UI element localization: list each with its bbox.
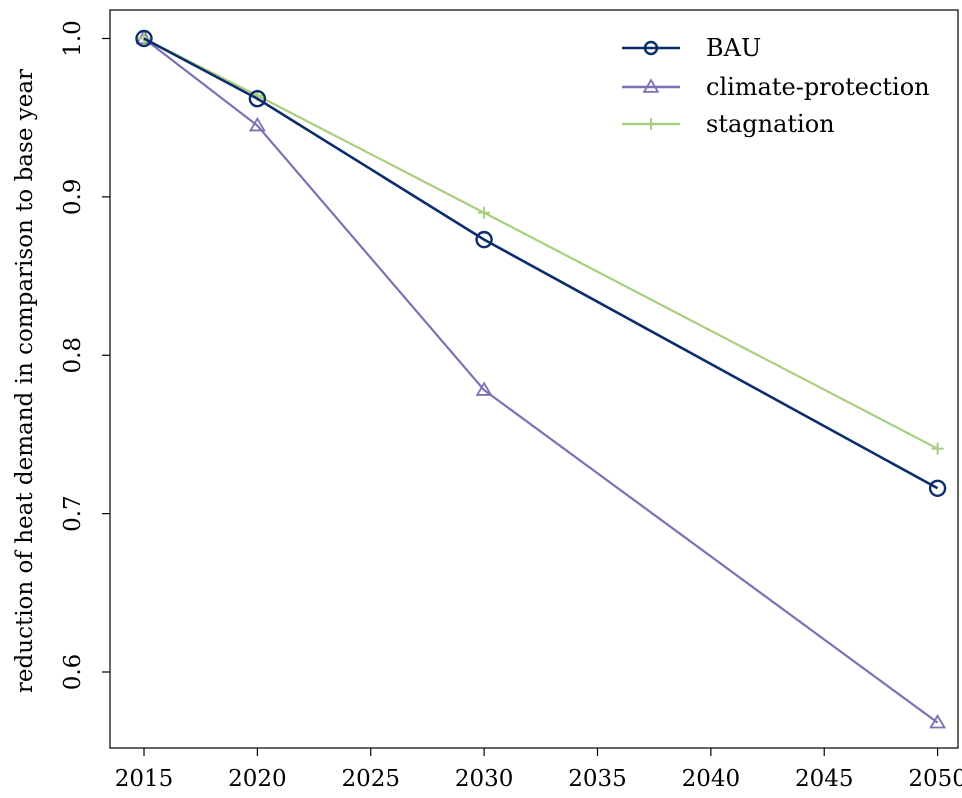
plot-frame [109, 9, 959, 749]
series-line-BAU [143, 37, 939, 490]
legend-label: climate-protection [706, 73, 930, 101]
x-tick-label: 2025 [341, 766, 400, 792]
legend-label: stagnation [706, 110, 835, 138]
data-point-BAU [475, 230, 493, 249]
y-tick-label: 0.6 [60, 654, 86, 691]
data-point-stagnation [931, 442, 944, 455]
series-climate-protection [135, 29, 947, 729]
data-point-BAU [248, 89, 267, 108]
x-tick-label: 2050 [908, 766, 962, 792]
legend-label: BAU [706, 34, 761, 62]
data-point-climate-protection [929, 713, 947, 729]
y-tick-label: 0.8 [60, 337, 86, 374]
legend-marker [642, 78, 660, 93]
y-tick-label: 1.0 [60, 20, 86, 57]
series-line-climate-protection [143, 37, 939, 724]
legend-marker [645, 118, 657, 130]
series-BAU [135, 29, 947, 497]
data-point-climate-protection [475, 381, 493, 396]
legend-marker [643, 40, 659, 56]
y-axis-title: reduction of heat demand in comparison t… [12, 69, 38, 693]
legend: BAU climate-protection stagnation [622, 34, 930, 138]
x-tick-label: 2030 [455, 766, 514, 792]
legend-item-stagnation: stagnation [622, 110, 835, 138]
x-tick-label: 2015 [115, 766, 174, 792]
data-point-stagnation [478, 206, 491, 219]
data-point-BAU [928, 479, 947, 497]
series-line-stagnation [143, 37, 939, 450]
data-point-BAU [135, 29, 153, 48]
data-point-climate-protection [248, 116, 266, 132]
x-tick-label: 2040 [682, 766, 741, 792]
series-layer [135, 29, 947, 729]
x-tick-label: 2020 [228, 766, 287, 792]
x-tick-label: 2035 [568, 766, 627, 792]
legend-item-BAU: BAU [622, 34, 761, 62]
y-tick-label: 0.9 [60, 179, 86, 216]
axes: 2015 2020 2025 2030 2035 2040 2045 2050 0.6 0.7 0.… [12, 9, 962, 792]
legend-item-climate-protection: climate-protection [622, 73, 930, 101]
x-tick-label: 2045 [795, 766, 854, 792]
y-tick-label: 0.7 [60, 495, 86, 532]
